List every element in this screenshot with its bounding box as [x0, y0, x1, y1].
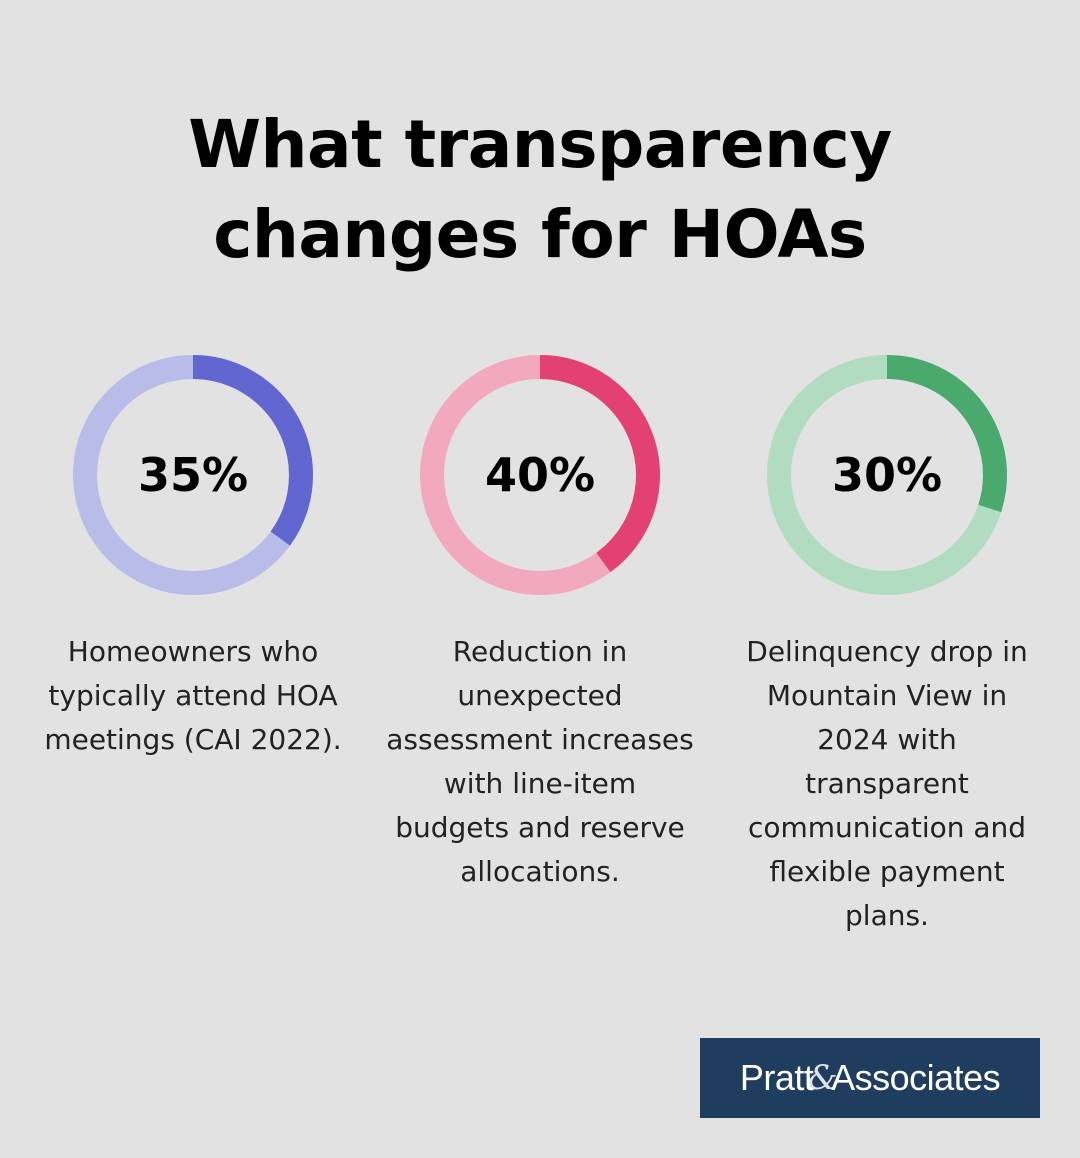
stat-card-delinquency: 30% Delinquency drop in Mountain View in…: [727, 350, 1047, 938]
page-title: What transparency changes for HOAs: [0, 100, 1080, 280]
logo-text-right: Associates: [831, 1057, 1001, 1098]
stat-description: Homeowners who typically attend HOA meet…: [44, 635, 342, 756]
donut-value-arc: [767, 355, 1007, 595]
stat-description: Delinquency drop in Mountain View in 202…: [746, 635, 1028, 932]
logo-text-left: Pratt: [739, 1057, 814, 1098]
donut-chart: 35%: [68, 350, 318, 600]
donut-chart: 40%: [415, 350, 665, 600]
donut-chart: 30%: [762, 350, 1012, 600]
stat-value: 30%: [831, 448, 943, 502]
title-line-2: changes for HOAs: [213, 196, 867, 273]
donut-svg: [767, 355, 1007, 595]
stat-card-attendance: 35% Homeowners who typically attend HOA …: [33, 350, 353, 762]
donut-value-arc: [73, 355, 313, 595]
donut-value-arc: [420, 355, 660, 595]
stat-value: 35%: [137, 448, 249, 502]
logo-ampersand: &: [807, 1058, 838, 1098]
donut-svg: [73, 355, 313, 595]
stat-value: 40%: [484, 448, 596, 502]
stat-description: Reduction in unexpected assessment incre…: [386, 635, 694, 888]
company-logo: Pratt & Associates: [700, 1038, 1040, 1118]
stat-card-assessment: 40% Reduction in unexpected assessment i…: [380, 350, 700, 894]
title-line-1: What transparency: [188, 106, 892, 183]
donut-svg: [420, 355, 660, 595]
